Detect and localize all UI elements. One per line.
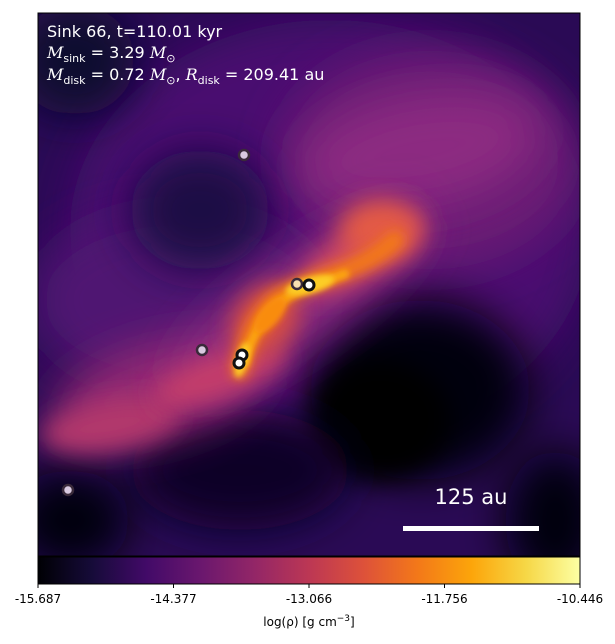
- colorbar-tick-label: -14.377: [150, 592, 196, 606]
- colorbar-tick-label: -13.066: [286, 592, 332, 606]
- info-panel: Sink 66, t=110.01 kyr Msink = 3.29 M⊙ Md…: [46, 22, 324, 87]
- sink-marker: [302, 278, 316, 292]
- sink-marker: [232, 356, 246, 370]
- sink-marker: [237, 148, 251, 162]
- sink-marker: [195, 343, 209, 357]
- colorbar-tick-label: -15.687: [15, 592, 61, 606]
- sink-time-label: Sink 66, t=110.01 kyr: [47, 22, 223, 41]
- sink-marker: [61, 483, 75, 497]
- disk-properties-label: Mdisk = 0.72 M⊙, Rdisk = 209.41 au: [46, 65, 324, 87]
- colorbar: -15.687 -14.377 -13.066 -11.756 -10.446 …: [15, 556, 603, 629]
- density-map: [38, 13, 580, 556]
- colorbar-gradient: [37, 556, 581, 585]
- sink-mass-label: Msink = 3.29 M⊙: [46, 43, 175, 65]
- sink-marker: [290, 277, 304, 291]
- colorbar-tick-label: -10.446: [557, 592, 603, 606]
- colorbar-tick-label: -11.756: [421, 592, 467, 606]
- scale-bar-label: 125 au: [435, 485, 508, 509]
- sink-markers: [61, 148, 316, 497]
- panel-frame: [37, 12, 581, 557]
- scale-bar: 125 au: [403, 485, 539, 531]
- colorbar-axis-label: log(ρ) [g cm−3]: [263, 614, 354, 629]
- scale-bar-line: [403, 526, 539, 531]
